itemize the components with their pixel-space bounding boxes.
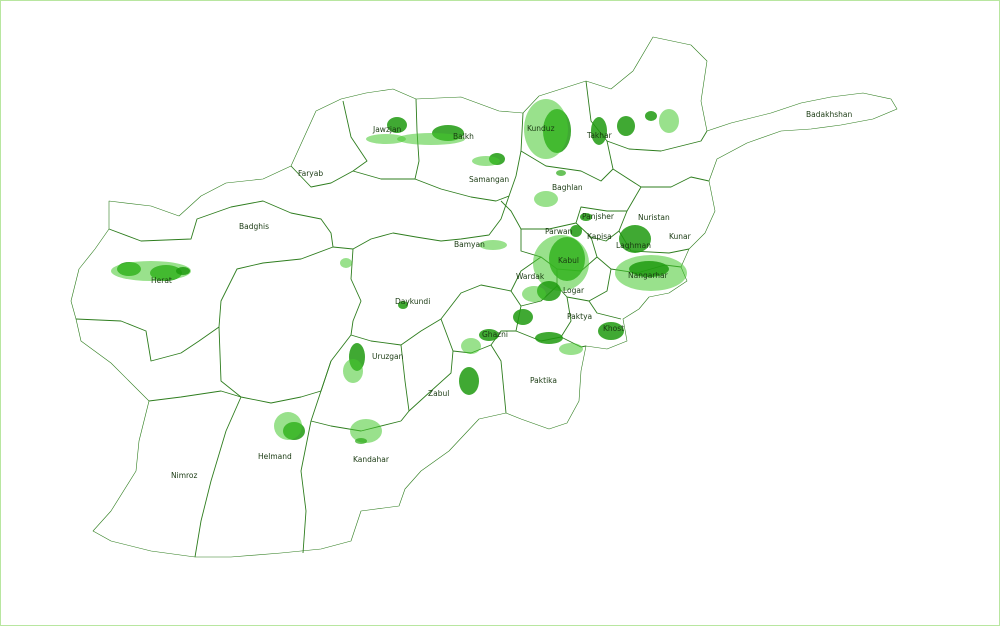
label-uruzgan: Uruzgan bbox=[372, 352, 404, 361]
label-parwan: Parwan bbox=[545, 227, 573, 236]
label-samangan: Samangan bbox=[469, 175, 509, 184]
province-labels: Badakhshan Jawzjan Balkh Kunduz Takhar F… bbox=[151, 110, 852, 480]
label-herat: Herat bbox=[151, 276, 172, 285]
label-kapisa: Kapisa bbox=[587, 232, 612, 241]
label-ghazni: Ghazni bbox=[482, 330, 508, 339]
label-khost: Khost bbox=[603, 324, 624, 333]
label-kunduz: Kunduz bbox=[527, 124, 555, 133]
vegetation-areas bbox=[111, 99, 687, 444]
label-takhar: Takhar bbox=[586, 131, 613, 140]
label-paktika: Paktika bbox=[530, 376, 557, 385]
label-daykundi: Daykundi bbox=[395, 297, 430, 306]
label-laghman: Laghman bbox=[616, 241, 651, 250]
label-jawzjan: Jawzjan bbox=[372, 125, 402, 134]
label-bamyan: Bamyan bbox=[454, 240, 485, 249]
label-badghis: Badghis bbox=[239, 222, 269, 231]
label-paktya: Paktya bbox=[567, 312, 592, 321]
label-kandahar: Kandahar bbox=[353, 455, 390, 464]
label-balkh: Balkh bbox=[453, 132, 474, 141]
label-badakhshan: Badakhshan bbox=[806, 110, 852, 119]
label-panjsher: Panjsher bbox=[582, 212, 615, 221]
label-kunar: Kunar bbox=[669, 232, 692, 241]
label-nuristan: Nuristan bbox=[638, 213, 670, 222]
label-kabul: Kabul bbox=[558, 256, 579, 265]
label-zabul: Zabul bbox=[428, 389, 449, 398]
label-nimroz: Nimroz bbox=[171, 471, 198, 480]
label-faryab: Faryab bbox=[298, 169, 323, 178]
label-logar: Logar bbox=[563, 286, 585, 295]
label-helmand: Helmand bbox=[258, 452, 292, 461]
label-wardak: Wardak bbox=[516, 272, 545, 281]
label-nangarhar: Nangarhar bbox=[628, 271, 669, 280]
label-baghlan: Baghlan bbox=[552, 183, 583, 192]
